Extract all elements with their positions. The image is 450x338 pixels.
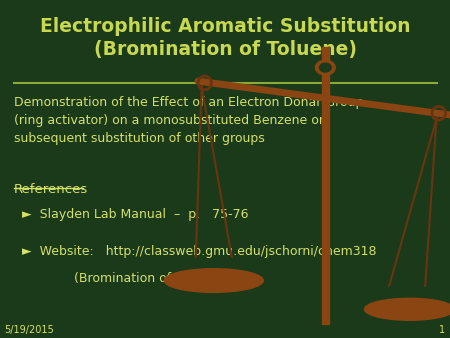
- Circle shape: [320, 63, 331, 72]
- Text: 1: 1: [439, 324, 446, 335]
- Text: ►  Website:   http://classweb.gmu.edu/jschorni/chem318: ► Website: http://classweb.gmu.edu/jscho…: [22, 245, 377, 258]
- Ellipse shape: [364, 298, 450, 320]
- Ellipse shape: [164, 269, 263, 292]
- Bar: [322, 47, 329, 324]
- Text: Electrophilic Aromatic Substitution
(Bromination of Toluene): Electrophilic Aromatic Substitution (Bro…: [40, 17, 410, 59]
- Circle shape: [315, 60, 335, 75]
- Text: 5/19/2015: 5/19/2015: [4, 324, 54, 335]
- Text: ►  Slayden Lab Manual  –  p.   75-76: ► Slayden Lab Manual – p. 75-76: [22, 208, 249, 221]
- Text: (Bromination of Toluene): (Bromination of Toluene): [22, 272, 229, 285]
- Text: Demonstration of the Effect of an Electron Donar Group
(ring activator) on a mon: Demonstration of the Effect of an Electr…: [14, 96, 363, 145]
- Text: References: References: [14, 183, 88, 195]
